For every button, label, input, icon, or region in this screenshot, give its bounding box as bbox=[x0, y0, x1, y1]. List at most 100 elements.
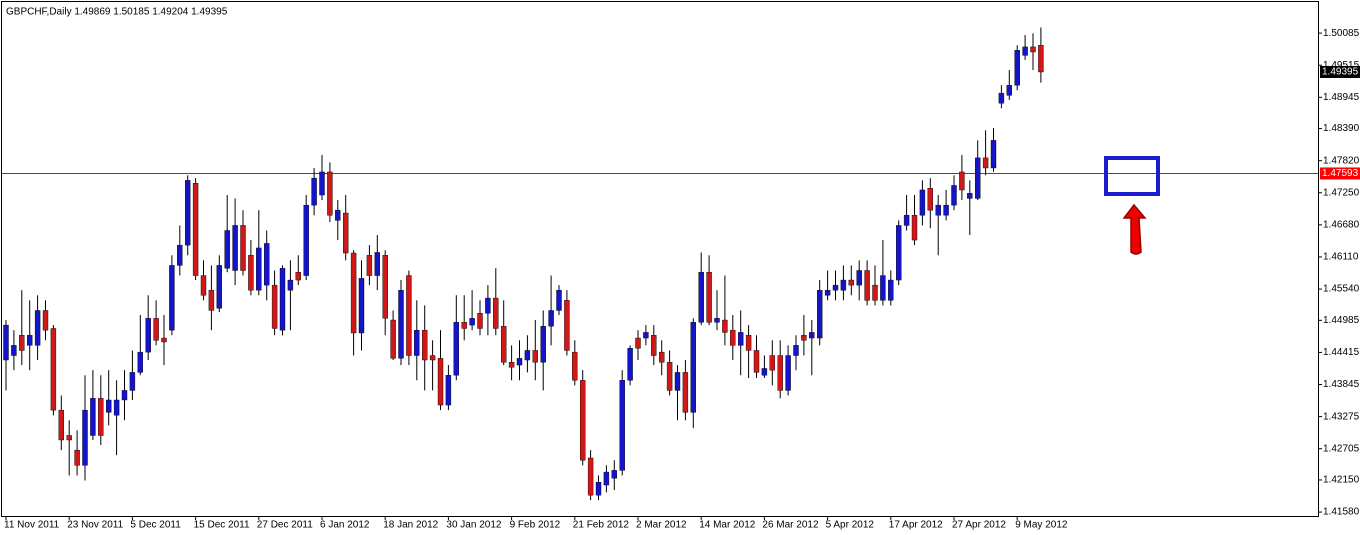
candle-body bbox=[809, 332, 815, 339]
candle-body bbox=[208, 289, 215, 311]
candle-body bbox=[374, 252, 380, 276]
candle-body bbox=[903, 215, 910, 226]
candle-body bbox=[793, 345, 799, 356]
candle-body bbox=[169, 265, 175, 331]
y-tick-label: 1.50085 bbox=[1323, 28, 1360, 39]
candle-body bbox=[295, 271, 301, 281]
y-tick-label: 1.43845 bbox=[1323, 379, 1360, 390]
candle-body bbox=[635, 337, 641, 349]
candle-body bbox=[200, 275, 207, 296]
candle-body bbox=[682, 372, 689, 413]
candle-body bbox=[105, 399, 112, 413]
candle-body bbox=[927, 188, 933, 211]
y-tick-label: 1.41580 bbox=[1323, 507, 1360, 518]
candle-body bbox=[264, 243, 270, 286]
x-tick-label: 23 Nov 2011 bbox=[67, 520, 123, 531]
candle-body bbox=[959, 171, 965, 191]
candle-body bbox=[350, 252, 357, 334]
candle-body bbox=[429, 355, 436, 361]
candle-body bbox=[271, 284, 278, 329]
price-line-label: 1.47593 bbox=[1322, 168, 1359, 179]
candle-body bbox=[50, 328, 57, 411]
candle-body bbox=[184, 180, 191, 246]
candle-body bbox=[706, 271, 712, 323]
candle-body bbox=[848, 279, 854, 286]
candle-body bbox=[556, 289, 562, 311]
candle-body bbox=[982, 157, 989, 169]
x-tick-label: 6 Jan 2012 bbox=[320, 520, 370, 531]
y-tick-label: 1.47250 bbox=[1323, 187, 1360, 198]
candle-body bbox=[896, 225, 902, 281]
candle-body bbox=[327, 171, 333, 216]
x-tick-label: 2 Mar 2012 bbox=[636, 520, 687, 531]
x-tick-label: 18 Jan 2012 bbox=[383, 520, 438, 531]
candle-body bbox=[453, 322, 459, 376]
x-tick-label: 27 Dec 2011 bbox=[257, 520, 313, 531]
candle-body bbox=[469, 318, 475, 326]
x-tick-label: 9 May 2012 bbox=[1015, 520, 1068, 531]
candle-body bbox=[366, 255, 373, 276]
candle-body bbox=[216, 265, 223, 309]
candle-body bbox=[761, 368, 768, 376]
candle-body bbox=[287, 279, 294, 291]
candle-body bbox=[1014, 50, 1020, 86]
y-tick-label: 1.48945 bbox=[1323, 92, 1360, 103]
candle-body bbox=[27, 335, 33, 346]
candle-body bbox=[129, 372, 136, 391]
candle-body bbox=[698, 271, 704, 323]
candle-body bbox=[919, 189, 926, 216]
candle-body bbox=[595, 482, 602, 496]
candle-body bbox=[872, 284, 878, 301]
candle-body bbox=[177, 244, 183, 266]
candle-body bbox=[587, 457, 594, 496]
candle-body bbox=[524, 350, 531, 361]
x-tick-label: 5 Apr 2012 bbox=[826, 520, 875, 531]
candle-body bbox=[864, 270, 870, 301]
candle-body bbox=[161, 337, 167, 343]
candle-body bbox=[398, 289, 404, 359]
x-tick-label: 9 Feb 2012 bbox=[510, 520, 561, 531]
candle-body bbox=[651, 335, 657, 356]
candle-body bbox=[3, 324, 9, 361]
y-tick-label: 1.45540 bbox=[1323, 284, 1360, 295]
candle-body bbox=[390, 319, 396, 359]
candle-body bbox=[943, 204, 949, 216]
candle-body bbox=[745, 335, 752, 351]
candle-body bbox=[66, 435, 72, 441]
x-tick-label: 14 Mar 2012 bbox=[699, 520, 756, 531]
candle-body bbox=[98, 398, 104, 436]
x-tick-label: 17 Apr 2012 bbox=[889, 520, 943, 531]
candle-body bbox=[998, 92, 1005, 104]
y-tick-label: 1.48390 bbox=[1323, 123, 1360, 134]
candle-body bbox=[192, 182, 199, 276]
candle-body bbox=[477, 313, 483, 329]
candle-body bbox=[619, 380, 625, 471]
candle-body bbox=[659, 351, 665, 363]
candle-body bbox=[248, 255, 254, 291]
y-tick-label: 1.42705 bbox=[1323, 443, 1360, 454]
candle-body bbox=[730, 329, 736, 346]
candle-body bbox=[256, 247, 262, 291]
candle-body bbox=[422, 329, 428, 361]
x-tick-label: 21 Feb 2012 bbox=[573, 520, 630, 531]
candle-body bbox=[240, 225, 246, 271]
candle-body bbox=[461, 322, 467, 329]
candle-body bbox=[74, 449, 80, 466]
candle-body bbox=[666, 362, 673, 391]
candle-body bbox=[145, 318, 151, 353]
candle-body bbox=[832, 284, 839, 291]
candle-body bbox=[137, 351, 144, 373]
candle-body bbox=[611, 470, 617, 479]
candle-body bbox=[493, 297, 499, 329]
candle-body bbox=[343, 212, 349, 254]
candle-body bbox=[437, 358, 444, 406]
candle-body bbox=[888, 279, 894, 301]
candle-body bbox=[90, 398, 96, 436]
candle-body bbox=[840, 279, 847, 291]
candle-body bbox=[572, 351, 578, 381]
candle-body bbox=[990, 140, 997, 169]
candle-body bbox=[485, 297, 491, 314]
x-tick-label: 15 Dec 2011 bbox=[194, 520, 250, 531]
